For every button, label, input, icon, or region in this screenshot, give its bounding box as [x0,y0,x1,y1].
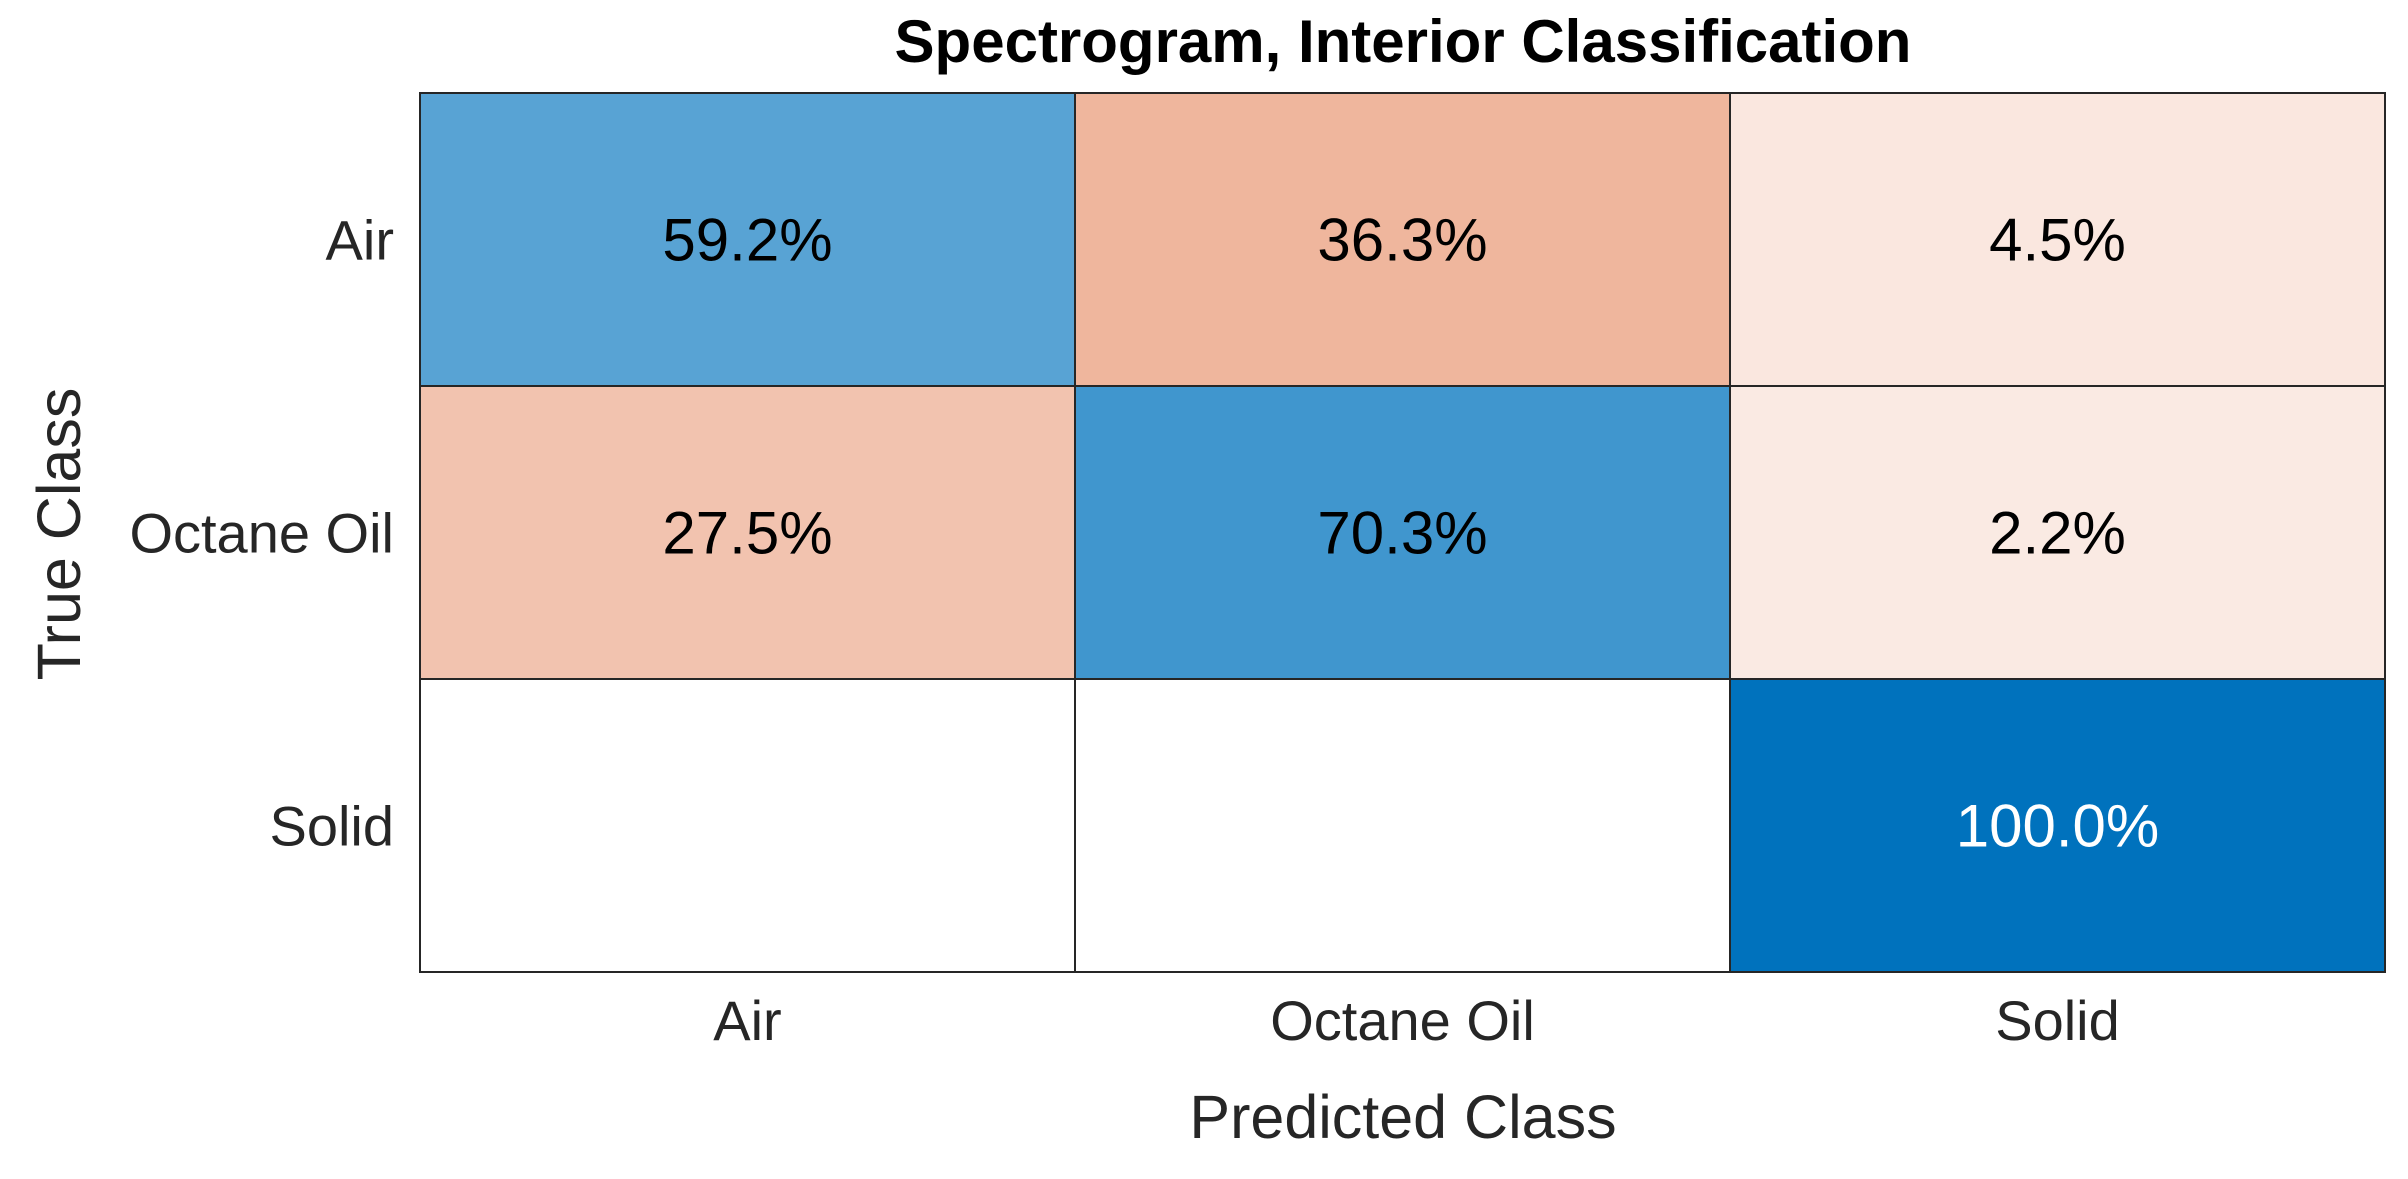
x-tick-label-2: Solid [1995,989,2120,1052]
y-tick-label-2: Solid [269,795,394,858]
y-tick-label-1: Octane Oil [129,502,394,565]
y-tick-label-0: Air [326,209,394,272]
y-tick-labels: Air Octane Oil Solid [129,209,394,858]
cell-label-0-1: 36.3% [1317,207,1487,274]
matrix-cells: 59.2% 36.3% 4.5% 27.5% 70.3% 2.2% 100.0% [419,92,2386,973]
cell-label-1-1: 70.3% [1317,500,1487,567]
cell-1-0 [419,385,1076,680]
cell-label-1-0: 27.5% [662,500,832,567]
cell-0-2 [1729,92,2386,387]
x-tick-label-0: Air [713,989,781,1052]
cell-0-1 [1074,92,1731,387]
cell-2-2 [1729,678,2386,973]
cell-1-2 [1729,385,2386,680]
cell-label-2-2: 100.0% [1956,793,2160,860]
y-axis-label: True Class [25,388,93,681]
cell-label-1-2: 2.2% [1989,500,2126,567]
x-tick-label-1: Octane Oil [1270,989,1535,1052]
cell-2-0 [419,678,1076,973]
chart-title: Spectrogram, Interior Classification [895,8,1912,75]
cell-label-0-0: 59.2% [662,207,832,274]
cell-1-1 [1074,385,1731,680]
x-tick-labels: Air Octane Oil Solid [713,989,2119,1052]
cell-0-0 [419,92,1076,387]
cell-label-0-2: 4.5% [1989,207,2126,274]
cell-2-1 [1074,678,1731,973]
x-axis-label: Predicted Class [1189,1083,1616,1151]
